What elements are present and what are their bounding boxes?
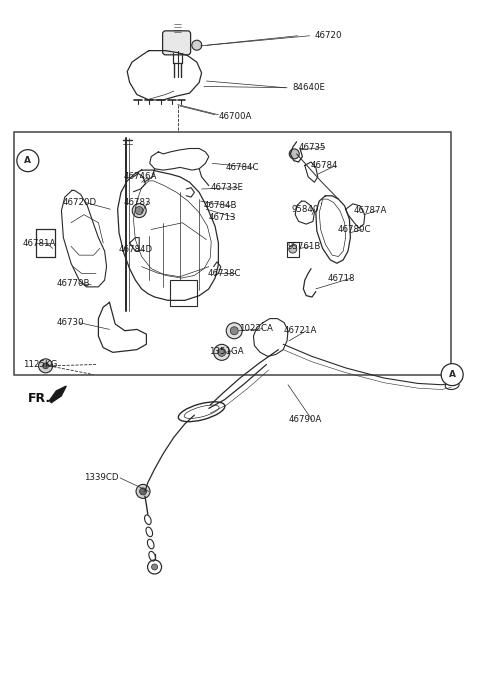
Circle shape: [43, 363, 48, 369]
Circle shape: [218, 348, 226, 356]
Text: A: A: [24, 156, 31, 165]
Circle shape: [136, 485, 150, 498]
Circle shape: [135, 207, 143, 215]
Text: 95840: 95840: [291, 205, 319, 214]
Text: 46781A: 46781A: [23, 238, 57, 248]
Text: 46738C: 46738C: [207, 269, 241, 278]
Text: A: A: [449, 370, 456, 379]
Bar: [287, 242, 299, 256]
Text: 46770B: 46770B: [57, 279, 90, 288]
Text: 46790A: 46790A: [289, 415, 322, 425]
Circle shape: [226, 323, 242, 339]
Text: 46746A: 46746A: [124, 172, 157, 182]
Circle shape: [230, 327, 238, 335]
Circle shape: [441, 364, 463, 385]
Text: 46713: 46713: [208, 213, 236, 222]
Circle shape: [214, 344, 230, 360]
Text: 1125KG: 1125KG: [23, 360, 58, 369]
Text: 46718: 46718: [327, 273, 355, 283]
Text: 46784: 46784: [311, 161, 338, 170]
Polygon shape: [49, 386, 66, 402]
Circle shape: [192, 40, 202, 50]
Text: 46784B: 46784B: [204, 201, 238, 211]
Text: 46721A: 46721A: [283, 326, 317, 335]
Text: 1022CA: 1022CA: [239, 324, 273, 333]
Text: 46733E: 46733E: [210, 183, 243, 192]
Circle shape: [38, 359, 53, 373]
Text: FR.: FR.: [28, 392, 51, 405]
Text: 46700A: 46700A: [218, 111, 252, 121]
Text: 46784D: 46784D: [119, 245, 153, 254]
Text: 46735: 46735: [299, 142, 326, 152]
Text: 46780C: 46780C: [337, 225, 371, 234]
Circle shape: [140, 488, 146, 495]
Text: 46720D: 46720D: [62, 198, 96, 207]
FancyBboxPatch shape: [163, 31, 191, 55]
Text: 46784C: 46784C: [226, 163, 259, 172]
Text: 46730: 46730: [57, 318, 84, 327]
Circle shape: [132, 204, 146, 217]
Circle shape: [152, 564, 157, 570]
Text: 1339CD: 1339CD: [84, 473, 119, 483]
Text: 46787A: 46787A: [353, 206, 387, 215]
Circle shape: [17, 150, 39, 171]
Circle shape: [289, 149, 299, 159]
Text: 95761B: 95761B: [287, 242, 321, 251]
Bar: [170, 280, 197, 306]
Circle shape: [289, 245, 297, 253]
Bar: [14, 132, 451, 375]
Text: 46720: 46720: [314, 31, 342, 40]
Text: 46783: 46783: [124, 198, 151, 207]
Text: 1351GA: 1351GA: [209, 346, 243, 356]
Text: 84640E: 84640E: [293, 83, 326, 92]
